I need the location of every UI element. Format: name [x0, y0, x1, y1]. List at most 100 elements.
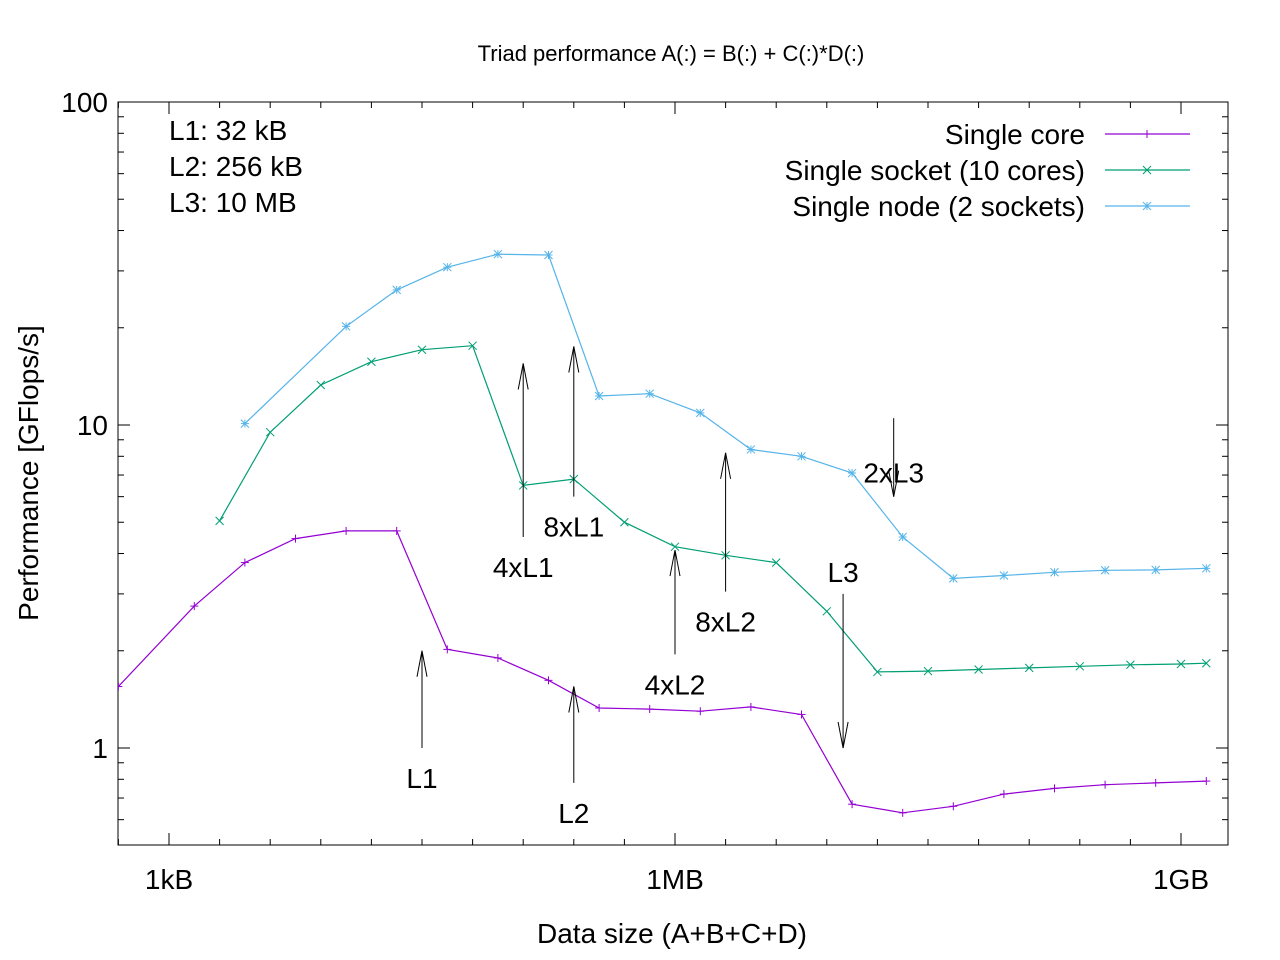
y-axis-label: Performance [GFlops/s] [13, 325, 44, 621]
legend: Single core Single socket (10 cores) Singl… [785, 119, 1190, 222]
data-point [1151, 565, 1161, 575]
arrow-head [720, 452, 732, 479]
data-point [848, 800, 857, 809]
data-point [1142, 165, 1152, 175]
data-point [190, 602, 199, 611]
arrow-head [669, 549, 681, 577]
data-point [468, 341, 477, 351]
data-point [1201, 658, 1211, 668]
data-point [442, 262, 452, 272]
series-layer [118, 249, 1211, 817]
data-point [1176, 659, 1186, 669]
data-point [265, 427, 275, 437]
data-point [1143, 130, 1151, 138]
axis-ticks: 1 10 100 1kB 1MB 1GB [61, 87, 1228, 895]
chart-title: Triad performance A(:) = B(:) + C(:)*D(:… [478, 41, 865, 66]
data-point [291, 534, 300, 543]
data-point [544, 250, 553, 260]
series-line-1 [118, 530, 1207, 814]
data-point [1126, 660, 1135, 670]
y-tick-label: 10 [77, 410, 108, 441]
cache-size-notes: L1: 32 kB L2: 256 kB L3: 10 MB [169, 115, 303, 218]
legend-label: Single socket (10 cores) [785, 155, 1085, 186]
annotation-label: 4xL1 [493, 552, 554, 583]
data-point [695, 408, 705, 418]
data-point [948, 574, 958, 583]
plot-frame [117, 101, 1229, 846]
data-point [392, 285, 402, 295]
data-point [645, 389, 655, 399]
data-point [417, 345, 427, 355]
data-point [1151, 778, 1160, 787]
data-point [1100, 565, 1110, 575]
data-point [620, 517, 629, 527]
data-point [544, 676, 553, 685]
cache-note-l1: L1: 32 kB [169, 115, 287, 146]
data-point [240, 558, 249, 567]
data-point [493, 249, 503, 259]
data-point [974, 665, 983, 674]
arrow-head [568, 346, 580, 373]
data-point [1075, 661, 1085, 671]
data-point [771, 558, 781, 567]
x-axis-label: Data size (A+B+C+D) [537, 918, 807, 949]
annotation-label: 8xL1 [543, 512, 604, 543]
data-point [873, 667, 882, 677]
annotation-label: L2 [558, 798, 589, 829]
arrow-head [888, 470, 900, 497]
annotation-label: L3 [828, 557, 859, 588]
arrow-head [568, 686, 580, 713]
data-point [594, 391, 604, 401]
y-tick-label: 100 [61, 87, 108, 118]
plot-area [117, 101, 1229, 846]
data-point [746, 702, 755, 711]
annotation-layer: L1 L2 L3 4xL1 8xL1 4xL2 8xL2 2xL3 [406, 346, 924, 829]
data-point [797, 710, 806, 719]
data-point [923, 666, 933, 676]
data-point [1024, 663, 1034, 673]
cache-note-l3: L3: 10 MB [169, 187, 297, 218]
data-point [696, 707, 705, 716]
data-point [215, 516, 224, 526]
data-point [595, 703, 604, 712]
arrow-head [837, 721, 849, 749]
data-point [1050, 567, 1059, 577]
data-point [1101, 780, 1110, 789]
data-point [822, 606, 832, 616]
data-point [341, 322, 351, 331]
y-tick-label: 1 [92, 733, 108, 764]
annotation-label: L1 [406, 763, 437, 794]
data-point [797, 451, 806, 461]
annotation-label: 4xL2 [645, 669, 706, 700]
data-point [645, 705, 654, 714]
legend-label: Single node (2 sockets) [792, 191, 1085, 222]
data-point [1050, 784, 1059, 793]
data-point [367, 357, 376, 367]
data-point [898, 808, 907, 817]
cache-note-l2: L2: 256 kB [169, 151, 303, 182]
data-point [316, 380, 326, 390]
x-tick-label: 1kB [145, 864, 193, 895]
data-point [493, 653, 502, 662]
data-point [392, 526, 401, 535]
x-tick-label: 1MB [646, 864, 704, 895]
annotation-label: 2xL3 [863, 458, 924, 489]
arrow-head [517, 363, 529, 390]
data-point [670, 542, 680, 552]
data-point [949, 802, 958, 811]
data-point [847, 468, 857, 478]
x-tick-label: 1GB [1153, 864, 1209, 895]
data-point [999, 571, 1009, 580]
data-point [1201, 563, 1211, 573]
data-point [240, 419, 250, 428]
data-point [443, 645, 452, 654]
arrow-head [416, 650, 428, 677]
data-point [898, 532, 908, 542]
data-point [1142, 201, 1152, 211]
annotation-label: 8xL2 [695, 607, 756, 638]
data-point [999, 790, 1008, 799]
data-point [1202, 777, 1211, 786]
legend-label: Single core [945, 119, 1085, 150]
data-point [746, 445, 756, 454]
